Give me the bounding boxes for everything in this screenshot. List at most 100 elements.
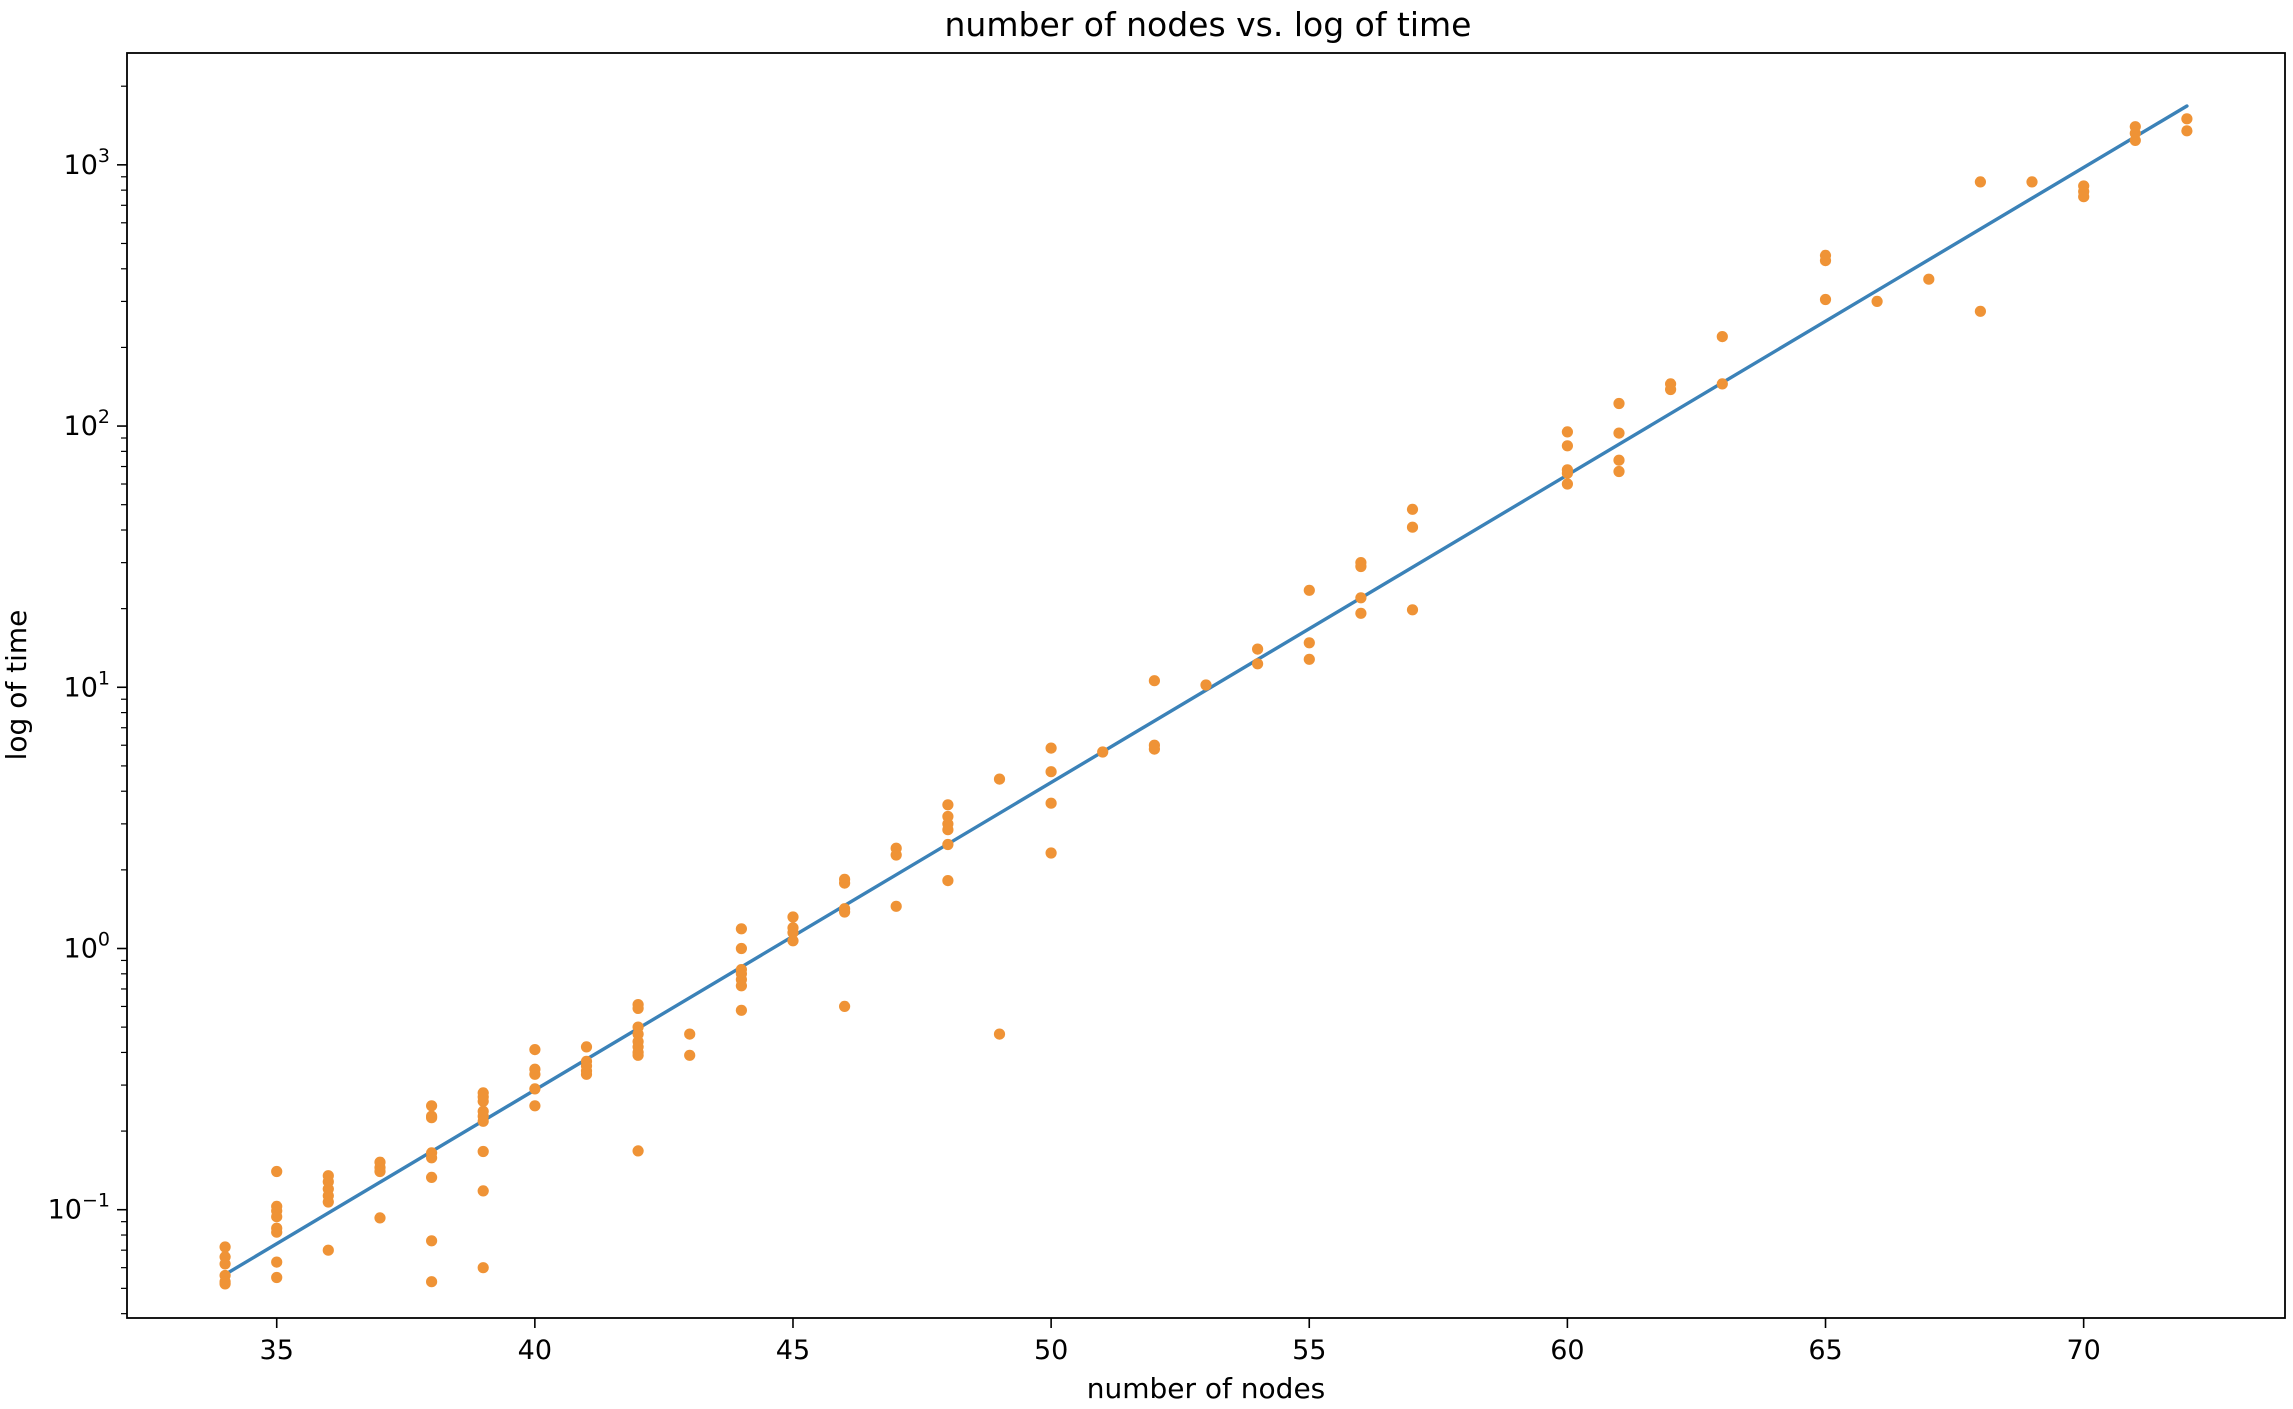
- data-point: [1716, 331, 1728, 343]
- data-point: [426, 1152, 438, 1164]
- data-point: [1561, 478, 1573, 490]
- data-point: [2181, 113, 2193, 125]
- data-point: [787, 935, 799, 947]
- data-point: [839, 906, 851, 918]
- data-point: [580, 1068, 593, 1080]
- data-point: [890, 849, 902, 861]
- data-point: [1355, 607, 1367, 619]
- data-point: [1974, 176, 1986, 188]
- data-point: [426, 1112, 438, 1124]
- data-point: [1665, 383, 1677, 396]
- scatter-series: [219, 113, 2193, 1290]
- data-point: [1097, 746, 1109, 758]
- chart-title: number of nodes vs. log of time: [945, 5, 1472, 44]
- y-axis: 10−1 100 101 102 103: [48, 85, 127, 1315]
- data-point: [271, 1256, 283, 1268]
- data-point: [219, 1258, 231, 1270]
- data-point: [1303, 584, 1315, 596]
- data-point: [529, 1100, 541, 1112]
- data-point: [1406, 503, 1419, 515]
- data-point: [1561, 467, 1573, 479]
- x-axis: 35 40 45 50 55 60 65 70: [260, 1318, 2101, 1366]
- data-point: [993, 1028, 1006, 1040]
- data-point: [1045, 847, 1057, 859]
- data-point: [1200, 679, 1212, 691]
- data-point: [271, 1165, 283, 1178]
- data-point: [1974, 305, 1986, 317]
- data-point: [632, 1002, 644, 1015]
- data-point: [1148, 743, 1160, 755]
- data-point: [1819, 255, 1832, 267]
- data-point: [1045, 742, 1057, 754]
- data-point: [1716, 378, 1728, 390]
- data-point: [735, 942, 748, 955]
- data-point: [477, 1095, 489, 1107]
- data-point: [322, 1196, 334, 1208]
- x-tick-label: 65: [1808, 1335, 1842, 1366]
- x-tick-label: 50: [1034, 1335, 1068, 1366]
- data-point: [529, 1068, 541, 1080]
- x-tick-label: 70: [2066, 1335, 2100, 1366]
- data-point: [787, 911, 799, 923]
- data-point: [942, 799, 954, 811]
- data-point: [735, 1004, 748, 1016]
- data-point: [890, 900, 902, 912]
- data-point: [1613, 454, 1625, 466]
- data-point: [2078, 191, 2090, 203]
- data-point: [1355, 592, 1367, 604]
- data-point: [1406, 604, 1419, 616]
- x-tick-label: 35: [260, 1335, 294, 1366]
- data-point: [632, 1049, 644, 1061]
- data-point: [839, 1000, 851, 1013]
- data-point: [942, 824, 954, 836]
- data-point: [942, 875, 954, 887]
- data-point: [219, 1241, 231, 1253]
- data-point: [632, 1145, 644, 1157]
- data-point: [219, 1278, 231, 1290]
- data-point: [735, 923, 748, 935]
- data-point: [993, 773, 1006, 785]
- data-point: [529, 1083, 541, 1095]
- data-point: [1613, 427, 1625, 439]
- data-point: [684, 1049, 696, 1061]
- data-point: [374, 1212, 386, 1224]
- data-point: [477, 1145, 489, 1158]
- y-tick-label: 102: [64, 406, 110, 442]
- data-point: [1871, 295, 1883, 307]
- data-point: [1406, 521, 1419, 533]
- data-point: [477, 1115, 489, 1127]
- data-point: [1561, 426, 1573, 438]
- data-point: [529, 1044, 541, 1056]
- plot-area: [126, 52, 2286, 1319]
- x-tick-label: 45: [776, 1335, 810, 1366]
- data-point: [1561, 440, 1573, 452]
- data-point: [1613, 465, 1625, 478]
- data-point: [735, 980, 748, 992]
- y-tick-label: 103: [64, 145, 110, 181]
- data-point: [1613, 397, 1625, 410]
- data-point: [1303, 653, 1315, 665]
- y-axis-label: log of time: [0, 610, 33, 761]
- data-point: [426, 1171, 438, 1183]
- data-point: [426, 1100, 438, 1112]
- data-point: [2026, 176, 2038, 188]
- y-tick-label: 100: [64, 928, 110, 964]
- y-tick-label: 10−1: [48, 1190, 110, 1226]
- x-tick-label: 60: [1550, 1335, 1584, 1366]
- data-point: [1045, 797, 1057, 809]
- data-point: [684, 1028, 696, 1040]
- data-point: [1045, 766, 1057, 778]
- data-point: [477, 1262, 489, 1274]
- x-tick-label: 40: [518, 1335, 552, 1366]
- data-point: [580, 1041, 593, 1053]
- data-point: [2181, 125, 2193, 137]
- data-point: [942, 838, 954, 851]
- data-point: [322, 1244, 334, 1256]
- data-point: [1148, 675, 1160, 687]
- data-point: [1252, 643, 1264, 655]
- x-tick-label: 55: [1292, 1335, 1326, 1366]
- data-point: [271, 1226, 283, 1238]
- data-point: [426, 1235, 438, 1247]
- data-point: [271, 1211, 283, 1223]
